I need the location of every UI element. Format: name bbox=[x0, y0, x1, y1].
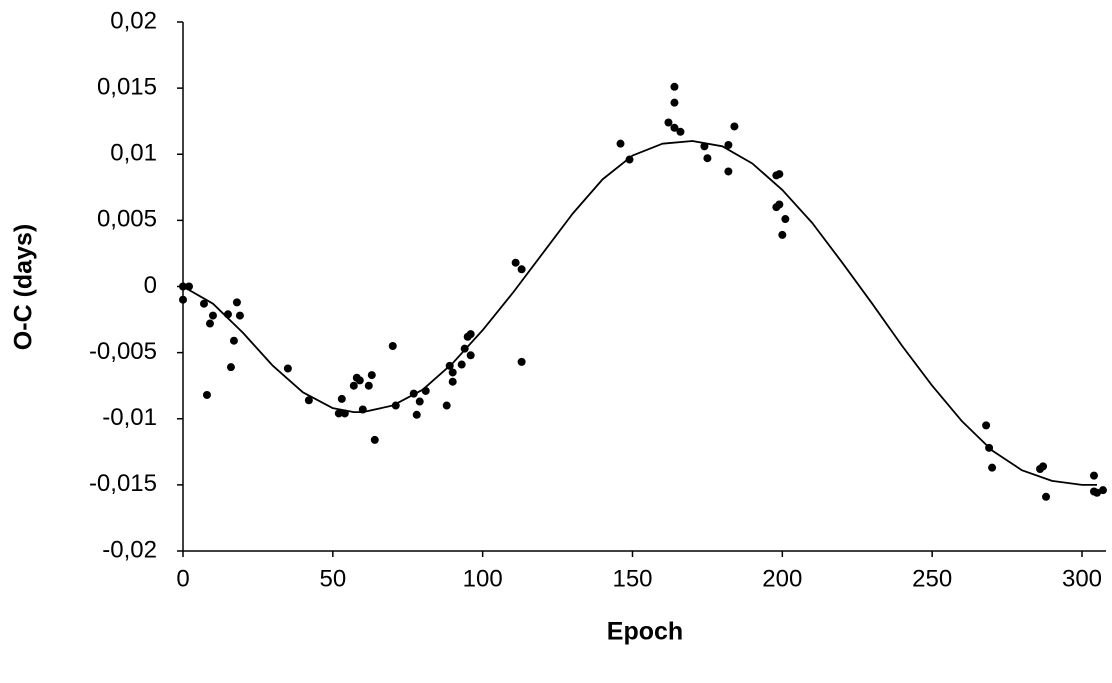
data-point bbox=[179, 295, 187, 304]
data-point bbox=[229, 336, 238, 345]
data-point bbox=[616, 139, 625, 148]
data-point bbox=[625, 155, 634, 164]
data-point bbox=[304, 396, 313, 405]
y-tick-label: 0,01 bbox=[110, 140, 157, 167]
y-tick-label: 0 bbox=[144, 272, 157, 299]
data-point bbox=[670, 123, 679, 132]
data-point bbox=[724, 140, 733, 149]
data-point bbox=[1089, 471, 1098, 480]
data-point bbox=[517, 357, 526, 366]
data-point bbox=[283, 364, 292, 373]
data-point bbox=[670, 82, 679, 91]
data-point bbox=[370, 435, 379, 444]
x-tick-label: 300 bbox=[1062, 565, 1102, 592]
data-point bbox=[1042, 492, 1051, 501]
y-tick-label: -0,01 bbox=[102, 404, 157, 431]
data-point bbox=[457, 360, 466, 369]
x-tick-label: 250 bbox=[912, 565, 952, 592]
data-point bbox=[349, 381, 358, 390]
data-point bbox=[388, 342, 397, 351]
y-tick-label: -0,005 bbox=[89, 338, 157, 365]
data-point bbox=[1092, 488, 1101, 497]
x-tick-label: 100 bbox=[463, 565, 503, 592]
y-tick-label: 0,015 bbox=[97, 73, 157, 100]
y-tick-label: 0,02 bbox=[110, 7, 157, 34]
data-point bbox=[448, 377, 457, 386]
data-point bbox=[730, 122, 739, 131]
x-tick-label: 0 bbox=[176, 565, 189, 592]
data-point bbox=[199, 299, 208, 308]
data-point bbox=[466, 330, 475, 339]
data-point bbox=[781, 215, 790, 224]
data-point bbox=[775, 200, 784, 209]
data-point bbox=[466, 351, 475, 360]
data-point bbox=[232, 298, 241, 307]
data-point bbox=[778, 230, 787, 239]
data-point bbox=[724, 167, 733, 176]
y-tick-label: -0,015 bbox=[89, 470, 157, 497]
data-point bbox=[334, 409, 343, 418]
data-point bbox=[703, 154, 712, 163]
x-axis-title: Epoch bbox=[607, 618, 683, 646]
data-point bbox=[988, 463, 997, 472]
data-point bbox=[205, 319, 214, 328]
data-point bbox=[670, 98, 679, 107]
data-point bbox=[226, 363, 235, 372]
data-point bbox=[364, 381, 373, 390]
data-point bbox=[355, 376, 364, 385]
data-point bbox=[337, 394, 346, 403]
data-point bbox=[982, 421, 991, 430]
data-point bbox=[775, 170, 784, 179]
data-point bbox=[235, 311, 244, 320]
data-point bbox=[412, 410, 421, 419]
data-point bbox=[367, 371, 376, 380]
data-point bbox=[1039, 462, 1048, 471]
data-point bbox=[208, 311, 217, 320]
data-point bbox=[676, 127, 685, 136]
x-tick-label: 50 bbox=[319, 565, 346, 592]
y-axis-title: O-C (days) bbox=[10, 224, 38, 350]
fit-line bbox=[182, 140, 1097, 486]
data-point bbox=[442, 401, 451, 410]
data-point bbox=[511, 258, 520, 267]
y-tick-label: -0,02 bbox=[102, 536, 157, 563]
data-point bbox=[448, 368, 457, 377]
x-tick-label: 150 bbox=[612, 565, 652, 592]
data-point bbox=[1098, 486, 1107, 495]
data-point bbox=[202, 390, 211, 399]
x-tick-label: 200 bbox=[762, 565, 802, 592]
y-tick-label: 0,005 bbox=[97, 206, 157, 233]
data-point bbox=[415, 397, 424, 406]
data-point bbox=[517, 265, 526, 274]
data-point bbox=[664, 118, 673, 127]
